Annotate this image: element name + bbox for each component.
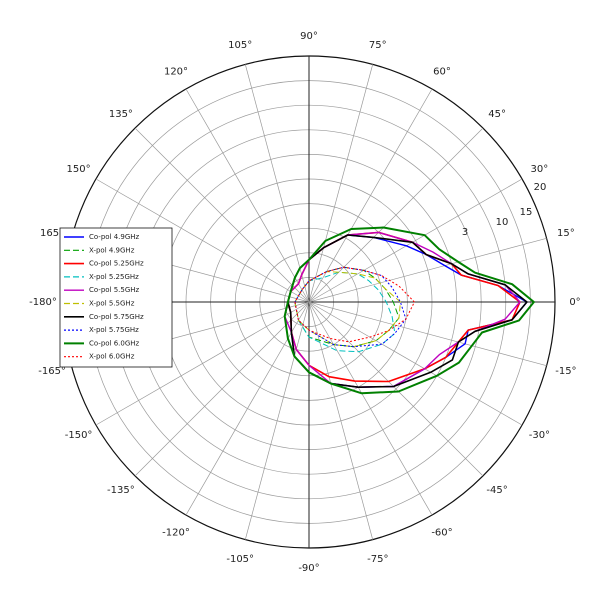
- legend-label: Co-pol 5.25GHz: [89, 260, 144, 268]
- angular-tick-label: -120°: [162, 527, 190, 538]
- grid-spoke: [308, 178, 523, 303]
- series-line-1: [287, 234, 528, 388]
- angular-tick-label: -75°: [367, 554, 388, 565]
- angular-tick-label: -45°: [486, 485, 507, 496]
- radial-tick-label: 15: [520, 207, 533, 218]
- grid-spoke: [95, 301, 310, 426]
- legend-label: X-pol 5.5GHz: [89, 300, 135, 308]
- angular-tick-label: 105°: [228, 40, 252, 51]
- grid-spoke: [95, 178, 310, 303]
- series-line-4: [294, 271, 396, 353]
- grid-spoke: [308, 64, 374, 303]
- radial-tick-label: 10: [496, 217, 509, 228]
- legend-label: X-pol 5.75GHz: [89, 326, 139, 334]
- grid-spoke: [244, 64, 310, 303]
- angular-tick-labels: 90° 75° 60° 45° 30° 15° 0° -15° -30° -45° -60° -75°…: [29, 31, 581, 574]
- angular-tick-label: -150°: [65, 430, 93, 441]
- legend-label: Co-pol 5.75GHz: [89, 313, 144, 321]
- series-layer: [283, 226, 535, 395]
- series-line-7: [287, 234, 528, 389]
- grid-spoke: [134, 127, 310, 303]
- grid-spoke: [308, 237, 547, 303]
- series-line-9: [283, 226, 535, 395]
- angular-tick-label: -135°: [107, 485, 135, 496]
- angular-tick-label: 90°: [300, 31, 318, 42]
- angular-tick-label: -180°: [29, 297, 57, 308]
- grid-spoke: [134, 301, 310, 477]
- legend-label: Co-pol 4.9GHz: [89, 233, 140, 241]
- angular-tick-label: -105°: [226, 554, 254, 565]
- grid-spoke: [244, 301, 310, 540]
- legend-label: X-pol 6.0GHz: [89, 353, 135, 361]
- angular-tick-label: 150°: [67, 164, 91, 175]
- polar-grid: [62, 55, 556, 549]
- legend-label: Co-pol 6.0GHz: [89, 339, 140, 347]
- series-line-10: [294, 266, 415, 343]
- angular-tick-label: 135°: [109, 109, 133, 120]
- legend-label: Co-pol 5.5GHz: [89, 286, 140, 294]
- series-line-8: [294, 266, 407, 348]
- grid-spoke: [185, 301, 310, 516]
- angular-tick-label: -60°: [431, 527, 452, 538]
- grid-spoke: [308, 301, 547, 367]
- angular-tick-label: -30°: [529, 430, 550, 441]
- angular-tick-label: -15°: [555, 366, 576, 377]
- angular-tick-label: 165°: [40, 228, 64, 239]
- radial-tick-labels: 3 10 15 20: [462, 182, 547, 238]
- grid-spoke: [308, 88, 433, 303]
- legend: Co-pol 4.9GHz X-pol 4.9GHz Co-pol 5.25GHz X…: [59, 227, 173, 368]
- grid-spoke: [185, 88, 310, 303]
- angular-tick-label: 0°: [569, 297, 580, 308]
- angular-tick-label: 45°: [488, 109, 506, 120]
- grid-spoke: [308, 127, 484, 303]
- grid-spoke: [308, 301, 523, 426]
- grid-spoke: [308, 301, 433, 516]
- angular-tick-label: 60°: [433, 67, 451, 78]
- legend-label: X-pol 5.25GHz: [89, 273, 139, 281]
- angular-tick-label: -165°: [38, 366, 66, 377]
- angular-tick-label: 30°: [531, 164, 549, 175]
- radial-tick-label: 3: [462, 227, 468, 238]
- legend-label: X-pol 4.9GHz: [89, 246, 135, 254]
- angular-tick-label: 120°: [164, 67, 188, 78]
- grid-spoke: [308, 301, 374, 540]
- angular-tick-label: 75°: [369, 40, 387, 51]
- series-line-5: [284, 231, 521, 388]
- radial-tick-label: 20: [534, 182, 547, 193]
- angular-tick-label: -90°: [298, 563, 319, 574]
- angular-tick-label: 15°: [557, 228, 575, 239]
- grid-spoke: [308, 301, 484, 477]
